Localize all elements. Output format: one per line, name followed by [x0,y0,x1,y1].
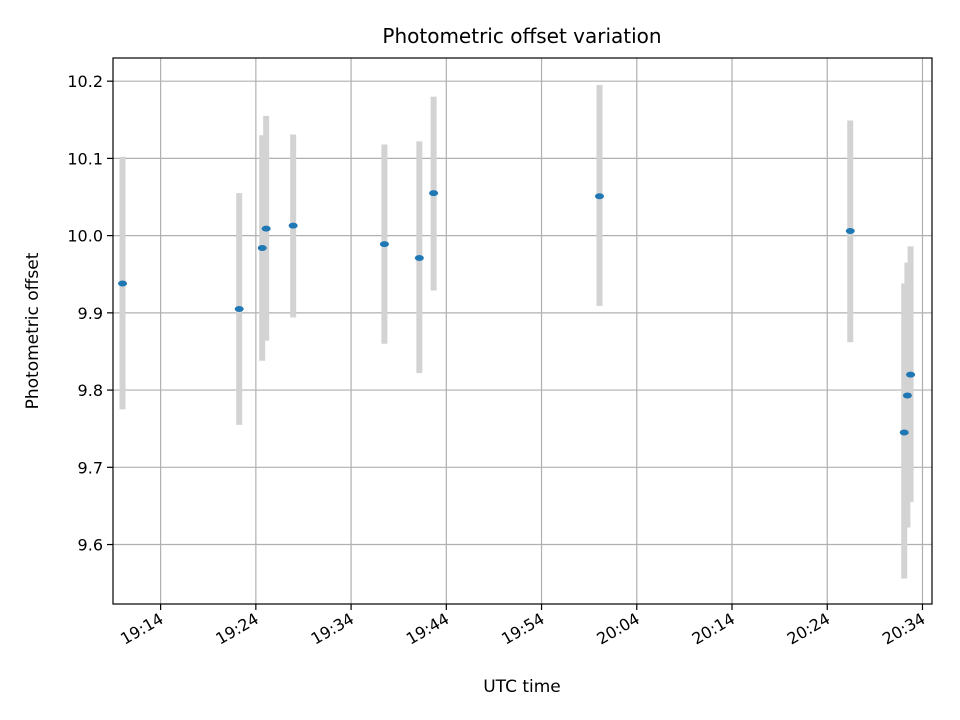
x-tick-label: 20:04 [593,609,642,649]
plot-frame [112,57,933,605]
y-axis-label: Photometric offset [23,252,43,409]
data-point [414,255,424,262]
data-point [261,225,271,232]
x-tick-label: 19:24 [212,609,261,649]
x-axis-label: UTC time [483,677,561,697]
x-axis: 19:14 19:24 19:34 19:44 19:54 20:04 20:14 20:24… [117,604,928,649]
grid [113,58,932,604]
y-tick-label: 10.0 [67,227,103,246]
data-point [234,305,244,312]
data-point [906,371,916,378]
y-tick-label: 10.1 [67,149,103,168]
error-bars [119,85,914,579]
y-tick-label: 9.9 [78,304,103,323]
x-tick-label: 19:14 [117,609,166,649]
data-point [429,190,439,197]
chart-title: Photometric offset variation [382,24,661,48]
data-point [845,227,855,234]
data-points [118,190,916,436]
data-point [118,280,128,287]
y-axis: 9.6 9.7 9.8 9.9 10.0 10.1 10.2 [67,72,113,555]
x-tick-label: 20:24 [784,609,833,649]
data-point [288,222,298,229]
data-point [257,244,267,251]
x-tick-label: 20:34 [879,609,928,649]
data-point [594,193,604,200]
y-tick-label: 9.6 [78,536,103,555]
x-tick-label: 20:14 [689,609,738,649]
data-point [379,241,389,248]
data-point [902,392,912,399]
data-point [899,429,909,436]
y-tick-label: 9.8 [78,381,103,400]
x-tick-label: 19:44 [403,609,452,649]
x-tick-label: 19:34 [308,609,357,649]
y-tick-label: 10.2 [67,72,103,91]
y-tick-label: 9.7 [78,458,103,477]
x-tick-label: 19:54 [498,609,547,649]
